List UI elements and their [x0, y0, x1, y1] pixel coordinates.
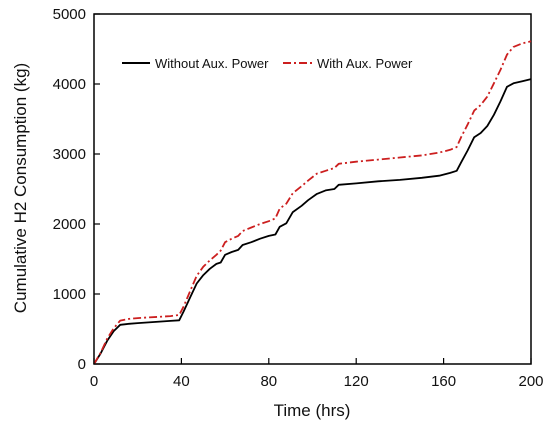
x-axis: 0 40 80 120 160 200: [90, 358, 544, 390]
y-tick-label: 4000: [53, 76, 86, 93]
y-tick-label: 5000: [53, 6, 86, 23]
y-tick-label: 1000: [53, 286, 86, 303]
series-layer: [93, 40, 532, 365]
y-tick-label: 0: [78, 356, 86, 373]
series-line-without-aux-power: [93, 78, 532, 365]
x-tick-label: 120: [344, 373, 369, 390]
x-tick-label: 80: [260, 373, 277, 390]
x-tick-label: 160: [431, 373, 456, 390]
x-tick-label: 40: [173, 373, 190, 390]
x-tick-label: 0: [90, 373, 98, 390]
plot-area: [93, 13, 532, 365]
legend: Without Aux. Power With Aux. Power: [122, 56, 413, 71]
y-tick-label: 2000: [53, 216, 86, 233]
x-axis-title: Time (hrs): [274, 401, 351, 420]
y-tick-label: 3000: [53, 146, 86, 163]
y-axis-title: Cumulative H2 Consumption (kg): [11, 63, 30, 313]
legend-label-with-aux: With Aux. Power: [317, 56, 413, 71]
x-tick-label: 200: [518, 373, 543, 390]
series-line-with-aux-power: [93, 40, 532, 365]
plot-border: [93, 13, 532, 365]
legend-label-without-aux: Without Aux. Power: [155, 56, 269, 71]
y-axis: 0 1000 2000 3000 4000 5000: [53, 6, 100, 373]
